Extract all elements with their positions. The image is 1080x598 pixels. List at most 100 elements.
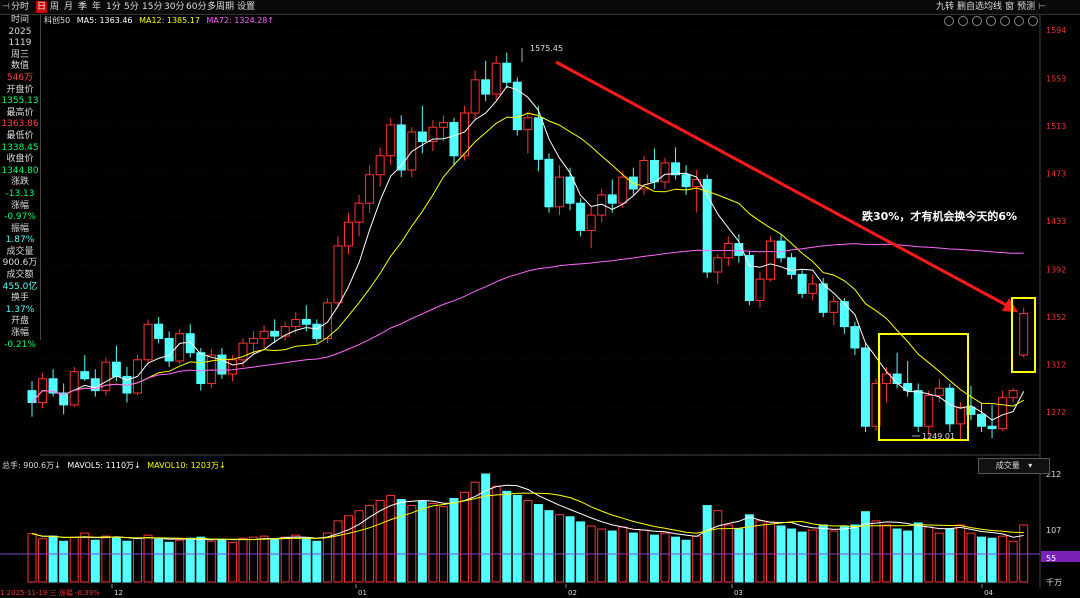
panel-label: 开盘 [10, 316, 29, 327]
candle [154, 317, 164, 344]
volume-bar [966, 532, 976, 583]
candle [27, 381, 37, 417]
volume-total: 总手: 900.6万↓ [2, 461, 61, 470]
candle [808, 274, 818, 301]
price-grid [40, 15, 1041, 588]
close-icon[interactable] [1028, 16, 1038, 26]
panel-value: 1.87% [5, 235, 35, 246]
volume-bar [818, 524, 828, 583]
refresh-icon[interactable] [1000, 16, 1010, 26]
tab-15min[interactable]: 15分 [142, 2, 163, 12]
tab-60min[interactable]: 60分 [186, 2, 207, 12]
volume-bar [481, 473, 491, 583]
candle [713, 254, 723, 284]
zoom-out-icon[interactable] [958, 16, 968, 26]
volume-bar [143, 534, 153, 583]
move-right-icon[interactable] [986, 16, 996, 26]
tab-multi-period[interactable]: 多周期 [207, 2, 235, 12]
arrow-head [1002, 298, 1018, 312]
volume-bar [692, 535, 702, 583]
panel-label: 时间 [10, 15, 29, 25]
nav-back-icon[interactable]: ⊣ [2, 2, 10, 12]
candle [90, 369, 100, 397]
candle [744, 250, 754, 306]
candle [396, 115, 406, 178]
volume-bar [312, 540, 322, 583]
volume-indicator-dropdown[interactable]: 成交量 ▾ [978, 458, 1050, 474]
candle [966, 385, 976, 421]
ma12-value: MA12: 1385.17 [139, 16, 200, 25]
volume-bar [850, 524, 860, 583]
btn-ma[interactable]: 均线 [984, 2, 1003, 12]
move-left-icon[interactable] [972, 16, 982, 26]
btn-remove-watchlist[interactable]: 删自选 [957, 2, 985, 12]
candle [133, 355, 142, 396]
volume-dropdown-label: 成交量 [995, 461, 1020, 470]
volume-bar [565, 516, 575, 583]
candle [428, 120, 438, 152]
volume-bar [744, 514, 754, 583]
price-tick: 1392 [1046, 266, 1066, 275]
candle [481, 60, 491, 102]
settings-icon[interactable] [1014, 16, 1024, 26]
price-tick: 1594 [1046, 26, 1066, 35]
volume-bar [628, 532, 638, 583]
volume-bar [470, 481, 480, 583]
candle [312, 319, 322, 344]
date-label: 04 [984, 589, 993, 597]
price-tick: 1272 [1046, 408, 1066, 417]
candle [386, 117, 396, 166]
volume-bar [270, 538, 280, 583]
btn-forecast[interactable]: 预测 [1017, 2, 1036, 12]
candle [755, 272, 765, 308]
candle [470, 70, 480, 121]
panel-label: 换手 [10, 293, 29, 304]
volume-bar [69, 536, 79, 583]
annotation-note: 跌30%，才有机会换今天的6% [862, 209, 1017, 223]
candle [196, 347, 206, 391]
tab-year[interactable]: 年 [92, 2, 102, 12]
candle [523, 111, 533, 154]
volume-bar [671, 536, 681, 583]
tab-30min[interactable]: 30分 [164, 2, 185, 12]
price-tick: 1553 [1046, 75, 1066, 84]
tab-settings[interactable]: 设置 [237, 2, 256, 12]
date-label: 03 [734, 589, 743, 597]
btn-nine-turn[interactable]: 九转 [936, 2, 955, 12]
tab-day[interactable]: 日 [36, 1, 48, 13]
volume-bar [375, 499, 385, 583]
candle [143, 319, 153, 365]
nav-forward-icon[interactable]: ⊢ [1038, 2, 1046, 12]
zoom-in-icon[interactable] [944, 16, 954, 26]
panel-value: 455.0亿 [2, 281, 38, 292]
tab-quarter[interactable]: 季 [78, 2, 88, 12]
volume-bar [438, 506, 448, 583]
tab-5min[interactable]: 5分 [124, 2, 139, 12]
candle [460, 105, 470, 161]
panel-value: 1119 [8, 38, 32, 49]
tab-minute[interactable]: 分时 [11, 2, 30, 12]
candle [787, 253, 797, 280]
volume-bar [154, 538, 164, 583]
btn-window[interactable]: 窗 [1005, 2, 1015, 12]
volume-bar [924, 526, 934, 583]
candle [924, 390, 934, 436]
volume-bar [808, 529, 818, 583]
tab-1min[interactable]: 1分 [106, 2, 121, 12]
volume-bar [1019, 524, 1029, 583]
volume-bar [111, 536, 121, 583]
volume-tick: 107 [1046, 526, 1061, 535]
tab-week[interactable]: 周 [50, 2, 60, 12]
candle [766, 236, 775, 282]
tab-month[interactable]: 月 [64, 2, 74, 12]
candle [206, 349, 216, 389]
price-tick: 1312 [1046, 361, 1066, 370]
volume-bar [164, 541, 174, 583]
candle [449, 117, 459, 166]
today-box [1011, 297, 1036, 373]
mavol10-value: MAVOL10: 1203万↓ [147, 461, 226, 470]
price-tick: 1352 [1046, 313, 1066, 322]
bottom-box [878, 333, 969, 441]
volume-bar [460, 491, 470, 583]
